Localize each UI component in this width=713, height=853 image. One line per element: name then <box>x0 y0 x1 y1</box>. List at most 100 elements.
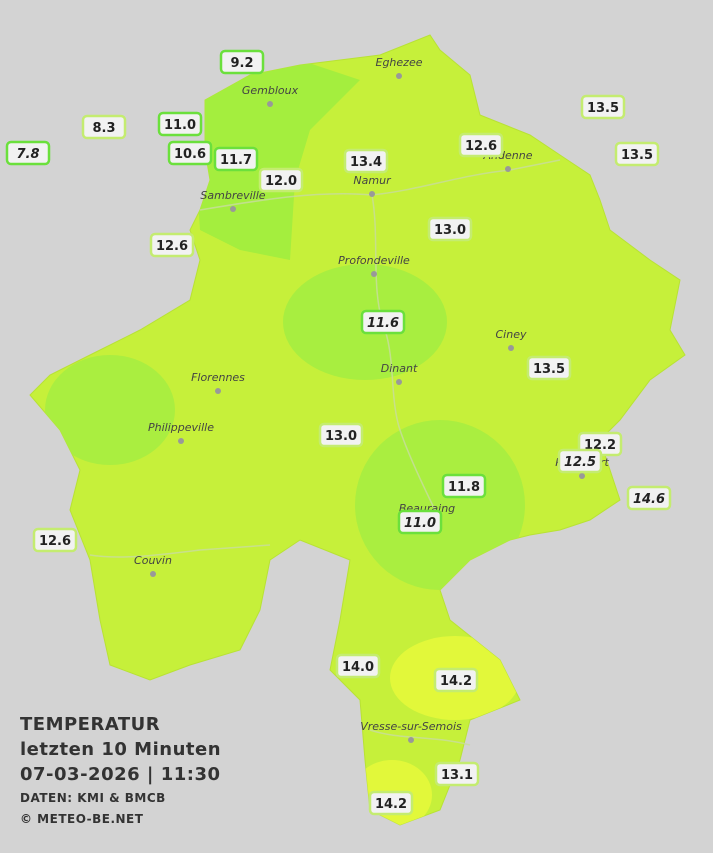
station-box <box>5 140 51 166</box>
station-box <box>626 485 672 511</box>
station-box <box>335 653 381 679</box>
station-box <box>458 132 504 158</box>
station: 11.0 <box>157 111 203 137</box>
station-box <box>157 111 203 137</box>
station: 8.3 <box>81 114 127 140</box>
station-box <box>258 167 304 193</box>
station: 10.6 <box>167 140 213 166</box>
city-dot <box>215 388 221 394</box>
station-value: 8.3 <box>92 121 115 136</box>
station-box <box>318 422 364 448</box>
city-label: Ciney <box>496 328 527 341</box>
station-box <box>213 146 259 172</box>
station: 13.5 <box>580 94 626 120</box>
city-dot <box>230 206 236 212</box>
city-dot <box>396 379 402 385</box>
station: 13.5 <box>526 355 572 381</box>
station: 11.7 <box>213 146 259 172</box>
station-box <box>526 355 572 381</box>
station-value: 14.2 <box>375 797 407 812</box>
station-value: 7.8 <box>16 147 39 162</box>
station: 11.0 <box>397 509 443 535</box>
station-value: 13.5 <box>533 362 565 377</box>
station-box <box>397 509 443 535</box>
copyright: © METEO-BE.NET <box>20 812 144 826</box>
source: DATEN: KMI & BMCB <box>20 791 166 805</box>
station: 13.0 <box>427 216 473 242</box>
station-value: 11.0 <box>404 516 436 531</box>
station-box <box>368 790 414 816</box>
legend-info: TEMPERATUR letzten 10 Minuten 07-03-2026… <box>20 712 221 829</box>
station-value: 13.5 <box>587 101 619 116</box>
station: 13.5 <box>614 141 660 167</box>
city-dot <box>408 737 414 743</box>
city-dot <box>150 571 156 577</box>
station-box <box>360 309 406 335</box>
station-box <box>343 148 389 174</box>
station-box <box>149 232 195 258</box>
subtitle: letzten 10 Minuten <box>20 739 222 760</box>
station-value: 13.1 <box>441 768 473 783</box>
station-box <box>441 473 487 499</box>
city-dot <box>178 438 184 444</box>
station: 12.6 <box>149 232 195 258</box>
station: 7.8 <box>5 140 51 166</box>
station-box <box>427 216 473 242</box>
city-dot <box>371 271 377 277</box>
city-label: Florennes <box>191 371 245 384</box>
station: 11.6 <box>360 309 406 335</box>
station-value: 12.6 <box>156 239 188 254</box>
zone <box>355 420 525 590</box>
station-box <box>434 761 480 787</box>
station-box <box>219 49 265 75</box>
city-label: Couvin <box>134 554 172 567</box>
station-value: 11.0 <box>164 118 196 133</box>
station-value: 14.2 <box>440 674 472 689</box>
station: 14.6 <box>626 485 672 511</box>
station: 14.2 <box>368 790 414 816</box>
station: 9.2 <box>219 49 265 75</box>
station-value: 12.6 <box>39 534 71 549</box>
station: 13.0 <box>318 422 364 448</box>
zone <box>45 355 175 465</box>
station-value: 13.0 <box>434 223 466 238</box>
city-label: Philippeville <box>148 421 214 434</box>
station-value: 14.0 <box>342 660 374 675</box>
city-dot <box>396 73 402 79</box>
station-box <box>580 94 626 120</box>
station-value: 13.5 <box>621 148 653 163</box>
station-box <box>557 448 603 474</box>
city-dot <box>505 166 511 172</box>
city-label: Gembloux <box>242 84 299 97</box>
station: 14.2 <box>433 667 479 693</box>
station-value: 11.7 <box>220 153 252 168</box>
stations: 9.2 8.3 7.8 11.0 10.6 11.7 12.0 13.4 12.6 13.5 13.… <box>5 49 672 816</box>
city-label: Dinant <box>381 362 418 375</box>
city-dot <box>369 191 375 197</box>
city-label: Namur <box>353 174 392 187</box>
station-value: 9.2 <box>230 56 253 71</box>
station: 12.0 <box>258 167 304 193</box>
city-label: Sambreville <box>200 189 265 202</box>
title: TEMPERATUR <box>20 714 161 735</box>
city-dot <box>508 345 514 351</box>
station-value: 12.0 <box>265 174 297 189</box>
station: 12.5 <box>557 448 603 474</box>
station: 13.1 <box>434 761 480 787</box>
river <box>89 544 271 558</box>
station-box <box>81 114 127 140</box>
cities: EghezeeGemblouxAndenneNamurSambrevillePr… <box>134 56 609 743</box>
station-box <box>32 527 78 553</box>
river <box>369 729 471 746</box>
city-label: Vresse-sur-Semois <box>360 720 462 733</box>
city-label: Eghezee <box>376 56 423 69</box>
city-dot <box>579 473 585 479</box>
datetime: 07-03-2026 | 11:30 <box>20 764 221 785</box>
station-value: 13.4 <box>350 155 382 170</box>
station-value: 12.6 <box>465 139 497 154</box>
station-box <box>614 141 660 167</box>
station-value: 14.6 <box>633 492 665 507</box>
station-value: 13.0 <box>325 429 357 444</box>
